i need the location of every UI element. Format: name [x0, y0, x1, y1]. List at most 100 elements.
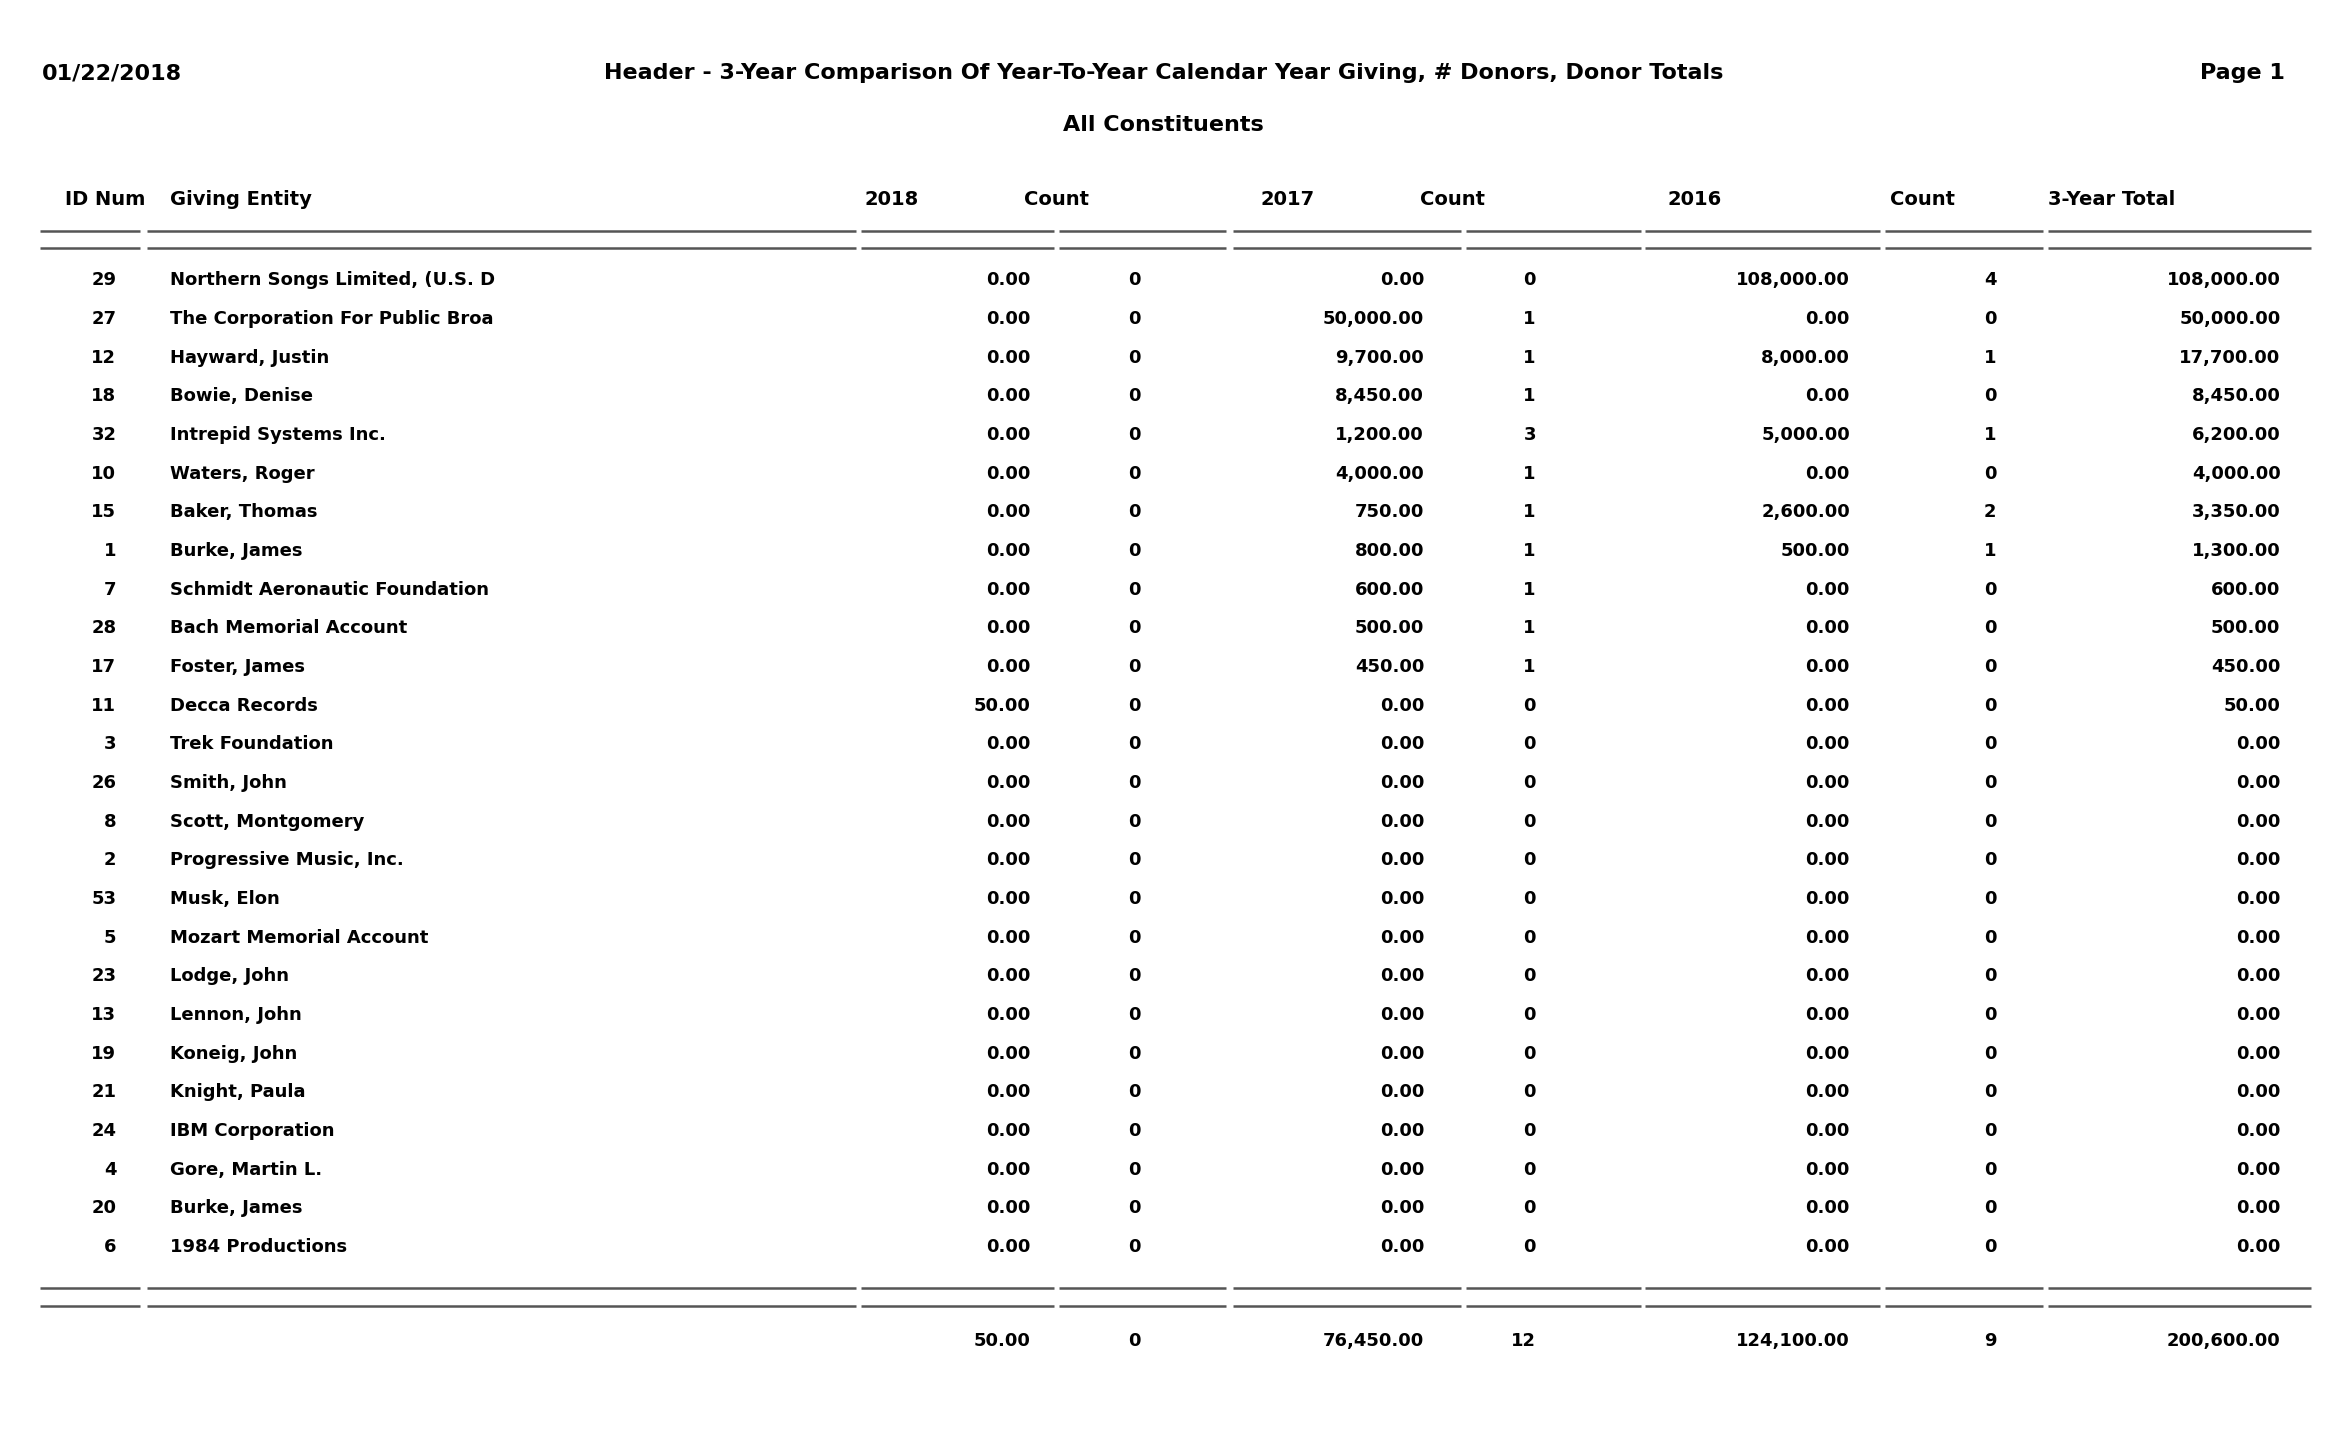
Text: 0: 0: [1129, 1199, 1140, 1218]
Text: 1,200.00: 1,200.00: [1336, 426, 1424, 444]
Text: The Corporation For Public Broa: The Corporation For Public Broa: [170, 310, 493, 328]
Text: 50.00: 50.00: [975, 697, 1031, 714]
Text: 0.00: 0.00: [1806, 658, 1850, 675]
Text: 0: 0: [1985, 736, 1997, 753]
Text: 4,000.00: 4,000.00: [2192, 465, 2280, 482]
Text: Northern Songs Limited, (U.S. D: Northern Songs Limited, (U.S. D: [170, 271, 496, 289]
Text: 1: 1: [1524, 387, 1536, 405]
Text: 0.00: 0.00: [1806, 1123, 1850, 1140]
Text: 1984 Productions: 1984 Productions: [170, 1238, 347, 1255]
Text: 0.00: 0.00: [1806, 1045, 1850, 1062]
Text: 50.00: 50.00: [975, 1332, 1031, 1349]
Text: 1: 1: [1524, 349, 1536, 367]
Text: 1: 1: [1524, 465, 1536, 482]
Text: 0: 0: [1985, 812, 1997, 831]
Text: 0.00: 0.00: [987, 658, 1031, 675]
Text: 0.00: 0.00: [1380, 1006, 1424, 1025]
Text: Count: Count: [1024, 190, 1089, 209]
Text: 0: 0: [1985, 387, 1997, 405]
Text: 600.00: 600.00: [2211, 580, 2280, 599]
Text: 0: 0: [1129, 1160, 1140, 1179]
Text: 0: 0: [1524, 1045, 1536, 1062]
Text: 0.00: 0.00: [987, 504, 1031, 521]
Text: 0.00: 0.00: [987, 1160, 1031, 1179]
Text: 0.00: 0.00: [2236, 1084, 2280, 1101]
Text: 0.00: 0.00: [1806, 387, 1850, 405]
Text: 0: 0: [1985, 658, 1997, 675]
Text: 0: 0: [1524, 697, 1536, 714]
Text: Decca Records: Decca Records: [170, 697, 319, 714]
Text: 0.00: 0.00: [1806, 1238, 1850, 1255]
Text: 0.00: 0.00: [1806, 310, 1850, 328]
Text: 0.00: 0.00: [2236, 929, 2280, 947]
Text: 0.00: 0.00: [1380, 1084, 1424, 1101]
Text: 0: 0: [1985, 773, 1997, 792]
Text: 0: 0: [1129, 1084, 1140, 1101]
Text: 0.00: 0.00: [2236, 1238, 2280, 1255]
Text: 0.00: 0.00: [1380, 812, 1424, 831]
Text: Smith, John: Smith, John: [170, 773, 286, 792]
Text: 0: 0: [1524, 773, 1536, 792]
Text: 6,200.00: 6,200.00: [2192, 426, 2280, 444]
Text: 21: 21: [91, 1084, 116, 1101]
Text: 0.00: 0.00: [987, 851, 1031, 869]
Text: 0.00: 0.00: [2236, 1123, 2280, 1140]
Text: 8,000.00: 8,000.00: [1762, 349, 1850, 367]
Text: 3: 3: [105, 736, 116, 753]
Text: 0: 0: [1985, 1123, 1997, 1140]
Text: 53: 53: [91, 890, 116, 908]
Text: 29: 29: [91, 271, 116, 289]
Text: Bach Memorial Account: Bach Memorial Account: [170, 619, 407, 638]
Text: 0: 0: [1985, 1084, 1997, 1101]
Text: 0: 0: [1985, 1006, 1997, 1025]
Text: 0.00: 0.00: [987, 929, 1031, 947]
Text: 1: 1: [1524, 504, 1536, 521]
Text: 0: 0: [1985, 619, 1997, 638]
Text: 13: 13: [91, 1006, 116, 1025]
Text: 0.00: 0.00: [1380, 1238, 1424, 1255]
Text: 0.00: 0.00: [987, 387, 1031, 405]
Text: 0: 0: [1524, 851, 1536, 869]
Text: 0: 0: [1129, 812, 1140, 831]
Text: 18: 18: [91, 387, 116, 405]
Text: 0: 0: [1985, 1199, 1997, 1218]
Text: 0.00: 0.00: [1380, 851, 1424, 869]
Text: 1: 1: [1985, 426, 1997, 444]
Text: 0: 0: [1524, 736, 1536, 753]
Text: 0: 0: [1524, 890, 1536, 908]
Text: 0: 0: [1129, 1332, 1140, 1349]
Text: 0: 0: [1524, 1006, 1536, 1025]
Text: Mozart Memorial Account: Mozart Memorial Account: [170, 929, 428, 947]
Text: 800.00: 800.00: [1354, 543, 1424, 560]
Text: 0.00: 0.00: [1806, 1006, 1850, 1025]
Text: 0: 0: [1129, 1045, 1140, 1062]
Text: 17: 17: [91, 658, 116, 675]
Text: Hayward, Justin: Hayward, Justin: [170, 349, 328, 367]
Text: 0.00: 0.00: [1806, 929, 1850, 947]
Text: 6: 6: [105, 1238, 116, 1255]
Text: 0: 0: [1524, 812, 1536, 831]
Text: 15: 15: [91, 504, 116, 521]
Text: 0.00: 0.00: [987, 580, 1031, 599]
Text: 0.00: 0.00: [987, 310, 1031, 328]
Text: 0.00: 0.00: [1806, 736, 1850, 753]
Text: 26: 26: [91, 773, 116, 792]
Text: 0.00: 0.00: [987, 1199, 1031, 1218]
Text: 17,700.00: 17,700.00: [2178, 349, 2280, 367]
Text: 0.00: 0.00: [1380, 1045, 1424, 1062]
Text: 0: 0: [1524, 1160, 1536, 1179]
Text: 0.00: 0.00: [987, 967, 1031, 986]
Text: 0.00: 0.00: [1806, 580, 1850, 599]
Text: 0.00: 0.00: [1806, 619, 1850, 638]
Text: 2017: 2017: [1261, 190, 1315, 209]
Text: 23: 23: [91, 967, 116, 986]
Text: 3: 3: [1524, 426, 1536, 444]
Text: 0.00: 0.00: [1806, 851, 1850, 869]
Text: 0: 0: [1524, 967, 1536, 986]
Text: 450.00: 450.00: [2211, 658, 2280, 675]
Text: 19: 19: [91, 1045, 116, 1062]
Text: 0.00: 0.00: [2236, 736, 2280, 753]
Text: Progressive Music, Inc.: Progressive Music, Inc.: [170, 851, 403, 869]
Text: 1: 1: [1524, 619, 1536, 638]
Text: 3,350.00: 3,350.00: [2192, 504, 2280, 521]
